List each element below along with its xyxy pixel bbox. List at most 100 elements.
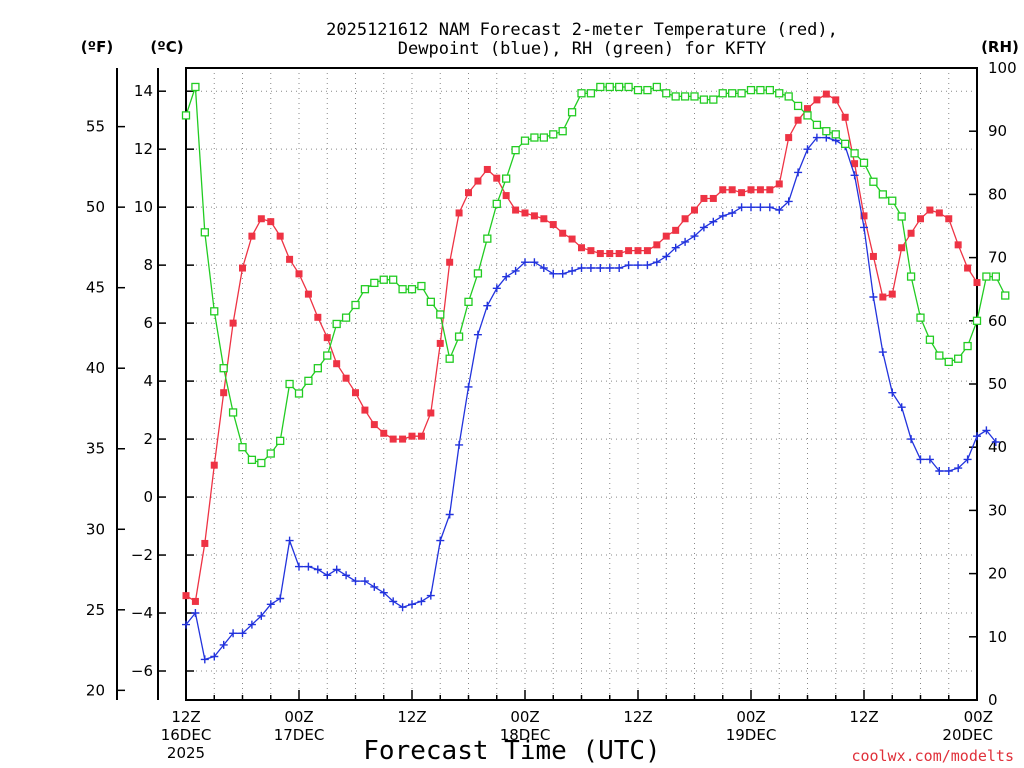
- rh-point: [841, 139, 850, 148]
- temperature-point: [314, 313, 322, 321]
- dewpoint-point: [586, 264, 595, 272]
- temperature-point: [578, 244, 585, 252]
- dewpoint-point: [577, 264, 586, 272]
- rh-point: [869, 177, 878, 186]
- dewpoint-point: [191, 609, 200, 617]
- temperature-point: [333, 360, 341, 368]
- rh-point: [765, 85, 774, 95]
- temperature-point: [653, 241, 661, 249]
- temperature-point: [389, 435, 397, 443]
- dewpoint-point: [671, 243, 680, 252]
- celsius-tick-label: 14: [134, 82, 153, 100]
- temperature-point: [239, 264, 246, 272]
- x-tick-label: 00Z: [510, 708, 539, 726]
- fahrenheit-tick-label: 35: [86, 440, 105, 458]
- temperature-point: [634, 247, 642, 255]
- dewpoint-point: [850, 171, 859, 180]
- dewpoint-point: [473, 330, 482, 339]
- fahrenheit-tick-label: 45: [86, 279, 105, 297]
- rh-tick-label: 50: [988, 375, 1007, 393]
- dewpoint-point: [370, 582, 379, 591]
- dewpoint-point: [210, 652, 219, 661]
- x-tick-label: 12Z: [849, 708, 878, 726]
- rh-point: [191, 82, 200, 92]
- rh-point: [473, 269, 483, 278]
- temperature-point: [342, 374, 350, 382]
- temperature-point: [662, 232, 670, 240]
- temperature-point: [822, 90, 830, 98]
- credit-text: coolwx.com/modelts: [851, 747, 1014, 765]
- dewpoint-point: [568, 266, 577, 275]
- rh-point: [549, 130, 558, 139]
- rh-point: [210, 307, 219, 316]
- rh-point: [850, 149, 859, 158]
- celsius-tick-label: −6: [131, 662, 153, 680]
- temperature-point: [483, 165, 491, 173]
- rh-point: [822, 127, 831, 136]
- temperature-point: [954, 241, 962, 249]
- temperature-point: [304, 290, 312, 298]
- temperature-point: [191, 597, 199, 605]
- x-tick-label: 17DEC: [274, 726, 325, 744]
- fahrenheit-tick-label: 30: [86, 520, 105, 538]
- dewpoint-point: [530, 258, 539, 267]
- temperature-point: [775, 180, 783, 188]
- temperature-point: [606, 250, 614, 258]
- temperature-point: [738, 189, 746, 197]
- dewpoint-point: [229, 629, 238, 638]
- dewpoint-point: [342, 571, 351, 580]
- rh-point: [341, 313, 351, 322]
- rh-point: [379, 275, 388, 284]
- dewpoint-point: [398, 603, 407, 612]
- celsius-tick-label: 10: [134, 198, 153, 216]
- rh-point: [671, 92, 680, 101]
- temperature-point: [220, 389, 228, 397]
- rh-point: [294, 389, 304, 398]
- rh-point: [577, 89, 586, 98]
- dewpoint-point: [539, 264, 548, 272]
- dewpoint-point: [182, 620, 190, 629]
- rh-point: [181, 111, 191, 120]
- temperature-point: [681, 215, 689, 223]
- x-tick-label: 16DEC: [161, 726, 212, 744]
- rh-point: [718, 89, 727, 98]
- dewpoint-point: [747, 203, 755, 212]
- dewpoint-point: [624, 261, 633, 270]
- dewpoint-point: [737, 203, 746, 212]
- celsius-tick-label: 6: [143, 314, 153, 332]
- dewpoint-point: [709, 217, 718, 226]
- x-tick-label: 20DEC: [942, 726, 993, 744]
- rh-point: [558, 127, 567, 136]
- x-axis-label: Forecast Time (UTC): [363, 736, 660, 766]
- dewpoint-point: [756, 203, 765, 212]
- temperature-point: [945, 215, 953, 223]
- rh-point: [436, 310, 445, 319]
- rh-point: [266, 449, 275, 458]
- rh-tick-label: 40: [988, 438, 1007, 456]
- rh-tick-label: 70: [988, 249, 1007, 267]
- temperature-point: [210, 461, 218, 469]
- rh-point: [633, 85, 643, 95]
- celsius-tick-label: 12: [134, 140, 153, 158]
- rh-point: [775, 89, 784, 98]
- celsius-tick-label: 4: [143, 372, 153, 390]
- rh-tick-label: 60: [988, 312, 1007, 330]
- dewpoint-point: [652, 258, 661, 267]
- temperature-point: [295, 270, 303, 278]
- temperature-point: [229, 319, 237, 327]
- temperature-point: [700, 194, 708, 202]
- series-line: [185, 136, 997, 661]
- dewpoint-point: [492, 284, 501, 293]
- dewpoint-point: [982, 426, 991, 435]
- rh-point: [643, 85, 652, 95]
- temperature-point: [672, 226, 680, 234]
- rh-point: [803, 111, 812, 120]
- rh-point: [972, 316, 982, 325]
- dewpoint-point: [973, 432, 981, 441]
- temperature-point: [964, 264, 972, 272]
- x-tick-label: 00Z: [284, 708, 313, 726]
- rh-tick-label: 20: [988, 565, 1007, 583]
- temperature-point: [625, 247, 633, 255]
- rh-point: [793, 101, 803, 111]
